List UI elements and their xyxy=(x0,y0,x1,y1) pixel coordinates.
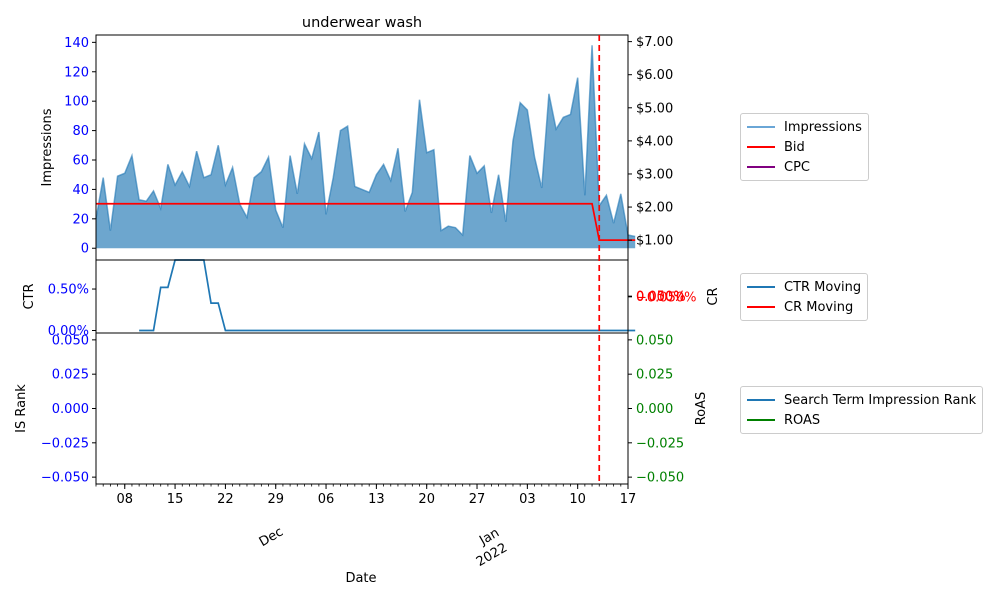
legend-entry-cpc: CPC xyxy=(747,157,862,177)
legend-swatch-cr-moving xyxy=(747,306,775,308)
legend-label-cpc: CPC xyxy=(784,159,810,175)
y-tick-label: 0.50% xyxy=(48,283,89,298)
y-tick-label: 120 xyxy=(64,65,89,80)
y-tick-label: 20 xyxy=(72,212,89,227)
y-right-tick-label: 0.000 xyxy=(636,402,673,417)
y-right-tick-label: $4.00 xyxy=(636,134,673,149)
y-tick-label: 0.050 xyxy=(52,333,89,348)
y-tick-label: 40 xyxy=(72,183,89,198)
y-tick-label: 0.025 xyxy=(52,368,89,383)
legend-label-roas: ROAS xyxy=(784,412,821,428)
y-right-tick-label: $1.00 xyxy=(636,234,673,249)
y-right-tick-label: −0.050% xyxy=(636,290,696,305)
legend-swatch-ctr-moving xyxy=(747,286,775,288)
series-impressions-area xyxy=(96,45,636,249)
chart-title: underwear wash xyxy=(302,15,422,31)
x-year-label: 2022 xyxy=(474,540,510,570)
legend-label-bid: Bid xyxy=(784,139,805,155)
y-axis-label: Impressions xyxy=(40,108,55,186)
y-tick-label: 140 xyxy=(64,36,89,51)
y-tick-label: 100 xyxy=(64,95,89,110)
y-axis-label: CTR xyxy=(22,283,37,309)
y-right-tick-label: $5.00 xyxy=(636,101,673,116)
legend-swatch-roas xyxy=(747,419,775,421)
y-right-tick-label: −0.025 xyxy=(636,436,684,451)
legend-label-is-rank: Search Term Impression Rank xyxy=(784,392,977,408)
legend-swatch-is-rank xyxy=(747,399,775,401)
x-tick-label: 15 xyxy=(167,492,184,507)
x-tick-label: 10 xyxy=(569,492,586,507)
y-right-tick-label: $7.00 xyxy=(636,35,673,50)
legend-entry-ctr-moving: CTR Moving xyxy=(747,277,861,297)
legend-entry-is-rank: Search Term Impression Rank xyxy=(747,390,976,410)
y-right-tick-label: −0.050 xyxy=(636,471,684,486)
y-tick-label: 80 xyxy=(72,124,89,139)
legend-label-ctr-moving: CTR Moving xyxy=(784,279,862,295)
x-tick-label: 03 xyxy=(519,492,536,507)
y-right-tick-label: $6.00 xyxy=(636,68,673,83)
x-tick-label: 22 xyxy=(217,492,234,507)
y-tick-label: 0 xyxy=(81,242,89,257)
y-right-tick-label: 0.025 xyxy=(636,368,673,383)
y-tick-label: −0.025 xyxy=(41,436,89,451)
series-bid-line xyxy=(96,202,636,241)
x-tick-label: 13 xyxy=(368,492,385,507)
y-tick-label: 0.000 xyxy=(52,402,89,417)
legend-entry-cr-moving: CR Moving xyxy=(747,297,861,317)
y-right-axis-label: RoAS xyxy=(694,392,709,426)
legend-label-cr-moving: CR Moving xyxy=(784,299,854,315)
x-tick-label: 17 xyxy=(620,492,637,507)
y-tick-label: −0.050 xyxy=(41,471,89,486)
legend-swatch-bid xyxy=(747,146,775,148)
legend-swatch-impressions xyxy=(747,126,775,128)
legend-entry-impressions: Impressions xyxy=(747,117,862,137)
y-right-tick-label: 0.050 xyxy=(636,333,673,348)
y-tick-label: 60 xyxy=(72,154,89,169)
x-axis-label: Date xyxy=(345,571,376,586)
x-tick-label: 29 xyxy=(267,492,284,507)
y-right-tick-label: 0.000% xyxy=(636,290,686,305)
legend-middle: CTR Moving CR Moving xyxy=(740,273,869,321)
x-month-label: Dec xyxy=(257,524,286,550)
x-tick-label: 20 xyxy=(418,492,435,507)
legend-swatch-cpc xyxy=(747,166,775,168)
legend-top: Impressions Bid CPC xyxy=(740,113,869,181)
legend-entry-roas: ROAS xyxy=(747,410,976,430)
y-right-axis-label: CR xyxy=(706,287,721,305)
x-tick-label: 06 xyxy=(318,492,335,507)
y-right-tick-label: $3.00 xyxy=(636,167,673,182)
series-ctr-moving-line xyxy=(139,259,636,332)
panel-3-frame xyxy=(95,332,629,485)
y-axis-label: IS Rank xyxy=(14,384,29,433)
series-impressions-line xyxy=(95,45,636,238)
legend-bottom: Search Term Impression Rank ROAS xyxy=(740,386,984,434)
legend-entry-bid: Bid xyxy=(747,137,862,157)
panel-2-frame xyxy=(95,259,629,334)
y-right-tick-label: 0.050% xyxy=(636,290,686,305)
y-right-tick-label: $2.00 xyxy=(636,201,673,216)
x-tick-label: 08 xyxy=(116,492,133,507)
legend-label-impressions: Impressions xyxy=(784,119,862,135)
x-tick-label: 27 xyxy=(469,492,486,507)
y-tick-label: 0.00% xyxy=(48,324,89,339)
